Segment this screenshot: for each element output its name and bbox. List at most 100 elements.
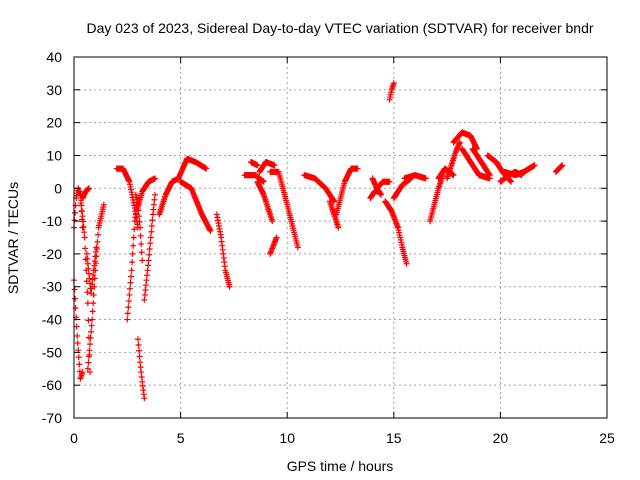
data-point: [124, 310, 131, 317]
data-point: [78, 202, 85, 209]
data-point: [85, 353, 92, 360]
plot-frame: [73, 56, 608, 419]
data-point: [130, 242, 137, 249]
data-point: [79, 213, 86, 220]
data-point: [136, 213, 143, 220]
data-point: [85, 317, 92, 324]
data-point: [335, 224, 342, 231]
data-point: [390, 80, 397, 87]
data-point: [80, 218, 87, 225]
data-point: [260, 178, 267, 185]
y-tick-labels: -70 -60 -50 -40 -30 -20 -10 0 10 20 30 40: [42, 49, 62, 426]
data-point: [148, 223, 155, 230]
data-point: [84, 365, 91, 372]
data-point: [138, 241, 145, 248]
data-point: [89, 316, 96, 323]
data-segment: [175, 155, 210, 182]
data-point: [82, 245, 89, 252]
data-segment: [71, 277, 86, 382]
data-segment: [177, 178, 214, 234]
x-tick-label: 15: [386, 430, 402, 446]
data-point: [145, 257, 152, 264]
y-tick-label: -70: [42, 410, 62, 426]
data-segment: [267, 234, 280, 257]
data-segment: [469, 145, 493, 179]
data-point: [86, 369, 93, 376]
data-point: [84, 289, 91, 296]
data-point: [131, 226, 138, 233]
data-segment: [213, 211, 233, 290]
data-point: [486, 172, 493, 179]
data-point: [80, 223, 87, 230]
data-segment: [552, 162, 566, 175]
data-point: [81, 229, 88, 236]
data-points: [71, 80, 566, 402]
data-point: [128, 267, 135, 274]
data-point: [508, 178, 515, 185]
data-segment: [83, 244, 100, 297]
y-tick-label: 30: [46, 82, 62, 98]
data-segment: [333, 165, 361, 218]
data-point: [269, 218, 276, 225]
data-segment: [241, 172, 267, 185]
data-segment: [134, 175, 159, 211]
data-point: [71, 286, 78, 293]
data-segment: [132, 191, 146, 264]
y-tick-label: -10: [42, 213, 62, 229]
data-point: [75, 354, 82, 361]
data-point: [129, 250, 136, 257]
data-point: [72, 209, 79, 216]
data-point: [127, 279, 134, 286]
x-tick-labels: 0 5 10 15 20 25: [70, 430, 615, 446]
data-point: [152, 175, 159, 182]
data-segment: [427, 172, 446, 225]
y-tick-label: 10: [46, 147, 62, 163]
data-point: [89, 308, 96, 315]
data-point: [88, 322, 95, 329]
data-point: [72, 295, 79, 302]
data-point: [78, 207, 85, 214]
data-point: [136, 353, 143, 360]
y-tick-label: -40: [42, 312, 62, 328]
y-axis-label: SDTVAR / TECUs: [5, 182, 21, 294]
data-segment: [401, 172, 429, 182]
y-tick-label: 40: [46, 49, 62, 65]
data-point: [86, 341, 93, 348]
data-segment: [247, 159, 261, 169]
data-segment: [267, 168, 301, 251]
data-point: [125, 304, 132, 311]
data-point: [137, 232, 144, 239]
data-point: [135, 341, 142, 348]
data-point: [139, 257, 146, 264]
data-point: [271, 162, 278, 169]
x-axis-label: GPS time / hours: [287, 458, 394, 474]
data-point: [559, 162, 566, 169]
data-point: [146, 251, 153, 258]
data-point: [128, 273, 135, 280]
data-point: [130, 234, 137, 241]
data-segment: [373, 178, 393, 192]
data-point: [85, 359, 92, 366]
data-point: [73, 323, 80, 330]
x-tick-label: 25: [599, 430, 615, 446]
data-point: [148, 228, 155, 235]
data-point: [76, 361, 83, 368]
data-segment: [254, 178, 276, 225]
data-point: [88, 328, 95, 335]
data-point: [456, 139, 463, 146]
y-tick-label: -30: [42, 279, 62, 295]
data-point: [137, 224, 144, 231]
axis-ticks: [73, 56, 608, 419]
data-point: [152, 191, 159, 198]
data-point: [74, 340, 81, 347]
grid-lines: [74, 57, 607, 418]
data-point: [403, 260, 410, 267]
data-segment: [256, 159, 278, 175]
data-point: [71, 217, 78, 224]
data-point: [149, 217, 156, 224]
data-point: [79, 369, 86, 376]
data-point: [138, 249, 145, 256]
y-tick-label: -60: [42, 377, 62, 393]
data-point: [72, 202, 79, 209]
